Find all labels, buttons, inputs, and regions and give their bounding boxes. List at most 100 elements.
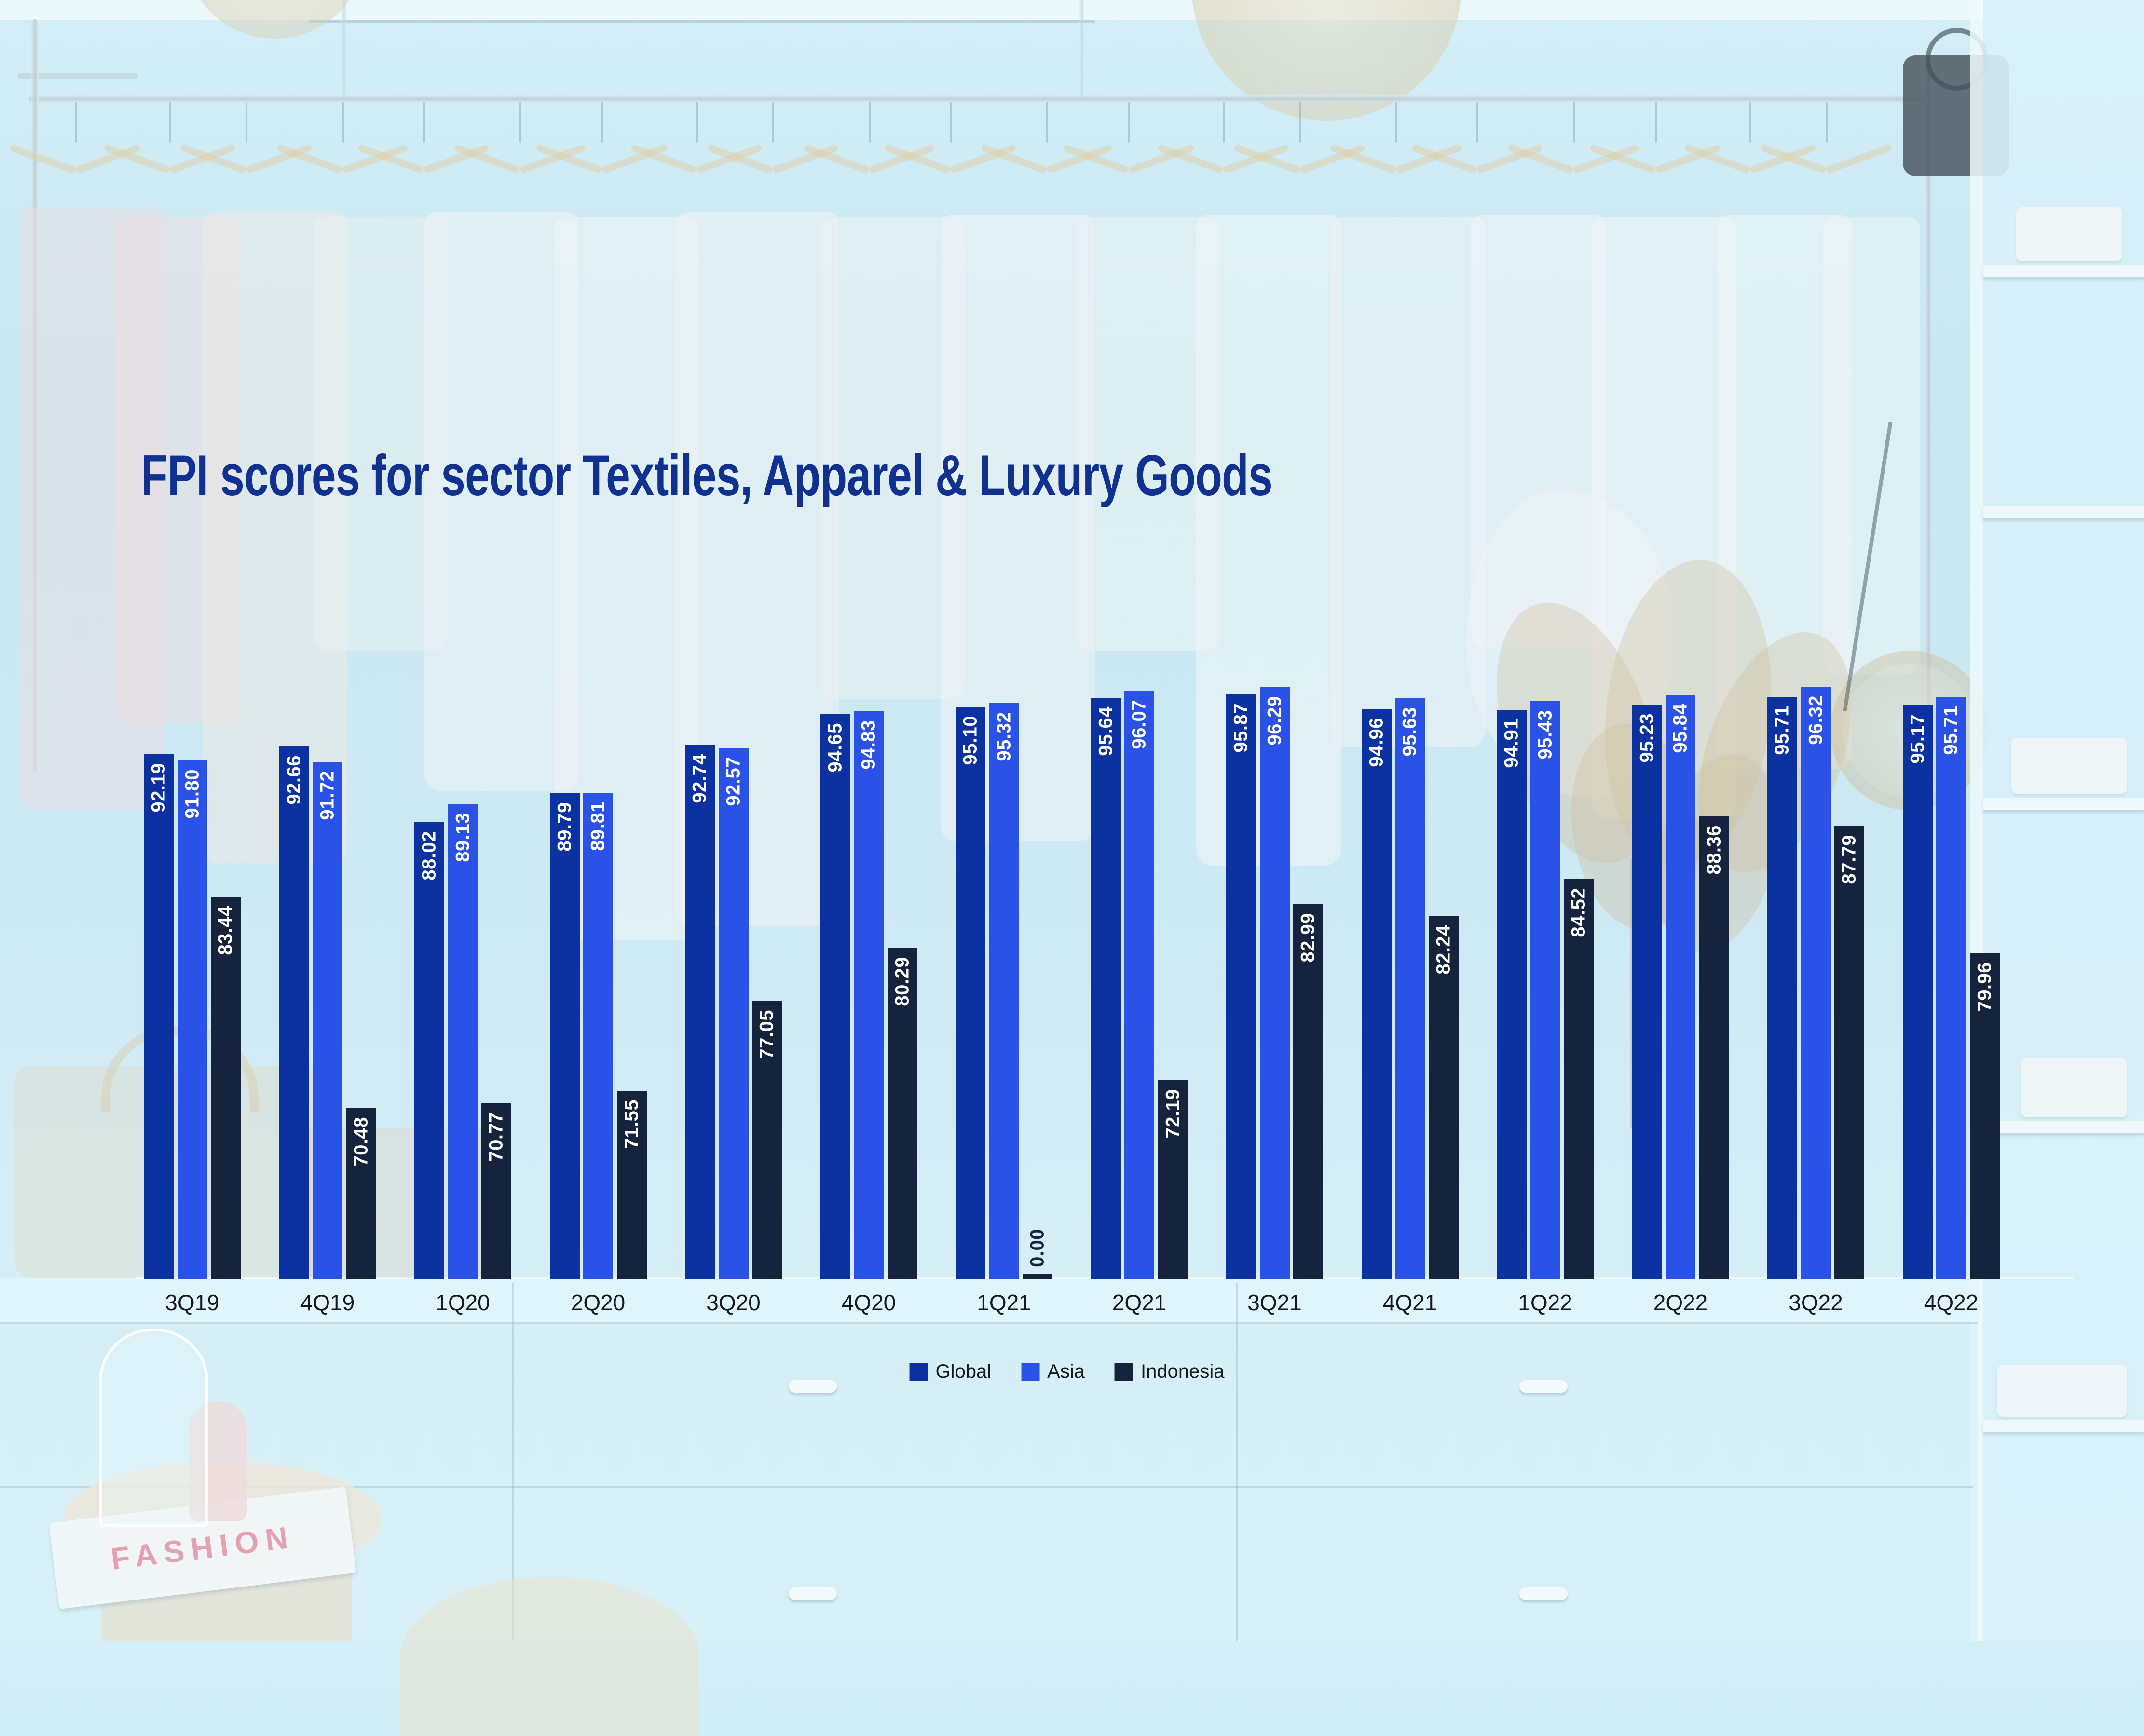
bar-asia-4Q19: 91.72 (313, 762, 342, 1279)
bar-value-label: 70.48 (350, 1117, 371, 1166)
shelf-board-decor (1983, 798, 2144, 810)
bar-asia-2Q22: 95.84 (1666, 695, 1695, 1279)
legend-swatch-icon (1114, 1362, 1133, 1381)
dresser-top-decor (0, 1278, 1978, 1324)
bar-indonesia-4Q19: 70.48 (346, 1108, 376, 1279)
bar-indonesia-3Q20: 77.05 (752, 1001, 782, 1279)
clothes-hanger-decor (1826, 102, 1828, 143)
clothes-hanger-decor (1128, 102, 1130, 143)
chart-title: FPI scores for sector Textiles, Apparel … (141, 443, 1273, 508)
legend-swatch-icon (1021, 1362, 1040, 1381)
bar-value-label: 94.65 (824, 723, 846, 773)
bar-value-label: 95.64 (1095, 706, 1116, 756)
bar-global-4Q20: 94.65 (820, 714, 850, 1279)
bar-asia-1Q21: 95.32 (989, 703, 1019, 1279)
legend-label: Global (935, 1361, 992, 1382)
bar-value-label: 91.80 (181, 769, 203, 819)
drawer-handle-decor (1519, 1380, 1568, 1393)
shelf-board-decor (1983, 1121, 2144, 1133)
drawer-seam (512, 1283, 514, 1641)
axis-label-4Q21: 4Q21 (1382, 1290, 1437, 1315)
bar-indonesia-4Q21: 82.24 (1428, 916, 1459, 1279)
bar-global-1Q22: 94.91 (1497, 710, 1527, 1279)
garment-decor (424, 212, 579, 791)
clothes-hanger-decor (1395, 102, 1397, 143)
bar-asia-4Q20: 94.83 (854, 711, 884, 1279)
clothes-hanger-decor (1299, 102, 1301, 143)
bar-indonesia-4Q20: 80.29 (887, 948, 917, 1279)
bar-global-2Q22: 95.23 (1632, 705, 1662, 1279)
legend-item-indonesia: Indonesia (1114, 1361, 1224, 1383)
axis-label-4Q20: 4Q20 (841, 1290, 896, 1315)
bar-global-4Q22: 95.17 (1902, 705, 1933, 1279)
axis-label-3Q22: 3Q22 (1789, 1290, 1843, 1315)
folded-linen-decor (2021, 1058, 2127, 1117)
x-axis: 3Q19 4Q19 1Q20 2Q20 3Q20 4Q20 1Q21 2Q21 3Q21 4Q21… (144, 1289, 2001, 1318)
clothes-hanger-decor (1573, 102, 1575, 143)
bar-value-label: 95.71 (1771, 705, 1793, 755)
clothes-hanger-decor (950, 102, 952, 143)
axis-label-1Q20: 1Q20 (436, 1290, 490, 1315)
clothes-hanger-decor (869, 102, 871, 143)
axis-label-3Q19: 3Q19 (165, 1290, 219, 1315)
drawer-handle-decor (1519, 1587, 1568, 1600)
clothes-hanger-decor (1760, 144, 1827, 174)
bar-value-label: 96.07 (1128, 700, 1150, 749)
magazine-title-text: FASHION (109, 1519, 297, 1577)
clothes-hanger-decor (601, 102, 603, 143)
round-basket-decor (400, 1577, 699, 1736)
bar-value-label: 95.71 (1940, 705, 1962, 755)
bar-indonesia-1Q20: 70.77 (481, 1103, 511, 1279)
bar-asia-4Q22: 95.71 (1936, 697, 1966, 1279)
axis-label-2Q21: 2Q21 (1112, 1290, 1167, 1315)
drawer-seam (0, 1486, 1973, 1488)
bar-value-label: 82.99 (1297, 913, 1319, 963)
bar-value-label: 95.63 (1399, 707, 1420, 757)
bar-value-label: 70.77 (485, 1112, 507, 1162)
bar-asia-4Q21: 95.63 (1395, 698, 1425, 1279)
shelf-board-decor (1983, 1420, 2144, 1432)
bar-value-label: 77.05 (756, 1010, 778, 1059)
bar-value-label: 95.23 (1636, 713, 1657, 763)
legend: Global Asia Indonesia (909, 1361, 1224, 1383)
bar-value-label: 83.44 (215, 906, 236, 955)
bar-global-1Q21: 95.10 (956, 707, 985, 1279)
bar-value-label: 95.32 (993, 712, 1014, 761)
clothes-hanger-decor (519, 102, 521, 143)
clothes-hanger-decor (1233, 144, 1300, 174)
bar-value-label: 84.52 (1568, 888, 1589, 937)
bar-value-label: 80.29 (891, 957, 913, 1006)
bar-value-label: 94.91 (1501, 719, 1522, 768)
bar-asia-3Q19: 91.80 (177, 760, 207, 1279)
bar-global-3Q19: 92.19 (144, 754, 174, 1279)
bar-global-2Q21: 95.64 (1091, 698, 1121, 1279)
bar-value-label: 91.72 (316, 771, 338, 820)
axis-label-2Q22: 2Q22 (1653, 1290, 1708, 1315)
clothes-hanger-decor (9, 144, 76, 174)
bar-indonesia-1Q22: 84.52 (1564, 879, 1594, 1279)
bar-value-label: 89.79 (554, 802, 575, 852)
bar-value-label: 95.10 (959, 716, 981, 765)
clothes-hanger-decor (1476, 102, 1478, 143)
bar-asia-2Q20: 89.81 (583, 793, 613, 1279)
clothes-hanger-decor (1655, 102, 1657, 143)
clothes-hanger-decor (342, 102, 344, 143)
shelf-board-decor (1983, 506, 2144, 518)
garment-decor (1331, 217, 1486, 747)
bar-global-3Q20: 92.74 (685, 745, 715, 1279)
shelf-board-decor (1983, 265, 2144, 277)
clothes-hanger-decor (706, 144, 774, 174)
rack-joint-decor (17, 73, 138, 79)
drawer-handle-decor (789, 1380, 837, 1393)
axis-label-4Q22: 4Q22 (1924, 1290, 1979, 1315)
clothes-hanger-decor (1223, 102, 1225, 143)
legend-item-asia: Asia (1021, 1361, 1085, 1383)
clothes-hanger-decor (772, 102, 774, 143)
bar-asia-3Q20: 92.57 (718, 748, 749, 1279)
bar-indonesia-3Q19: 83.44 (211, 897, 241, 1279)
clothes-hanger-decor (246, 102, 247, 143)
bar-value-label: 96.29 (1264, 696, 1285, 746)
bar-value-label: 79.96 (1974, 962, 1995, 1012)
folded-linen-decor (2016, 207, 2122, 261)
